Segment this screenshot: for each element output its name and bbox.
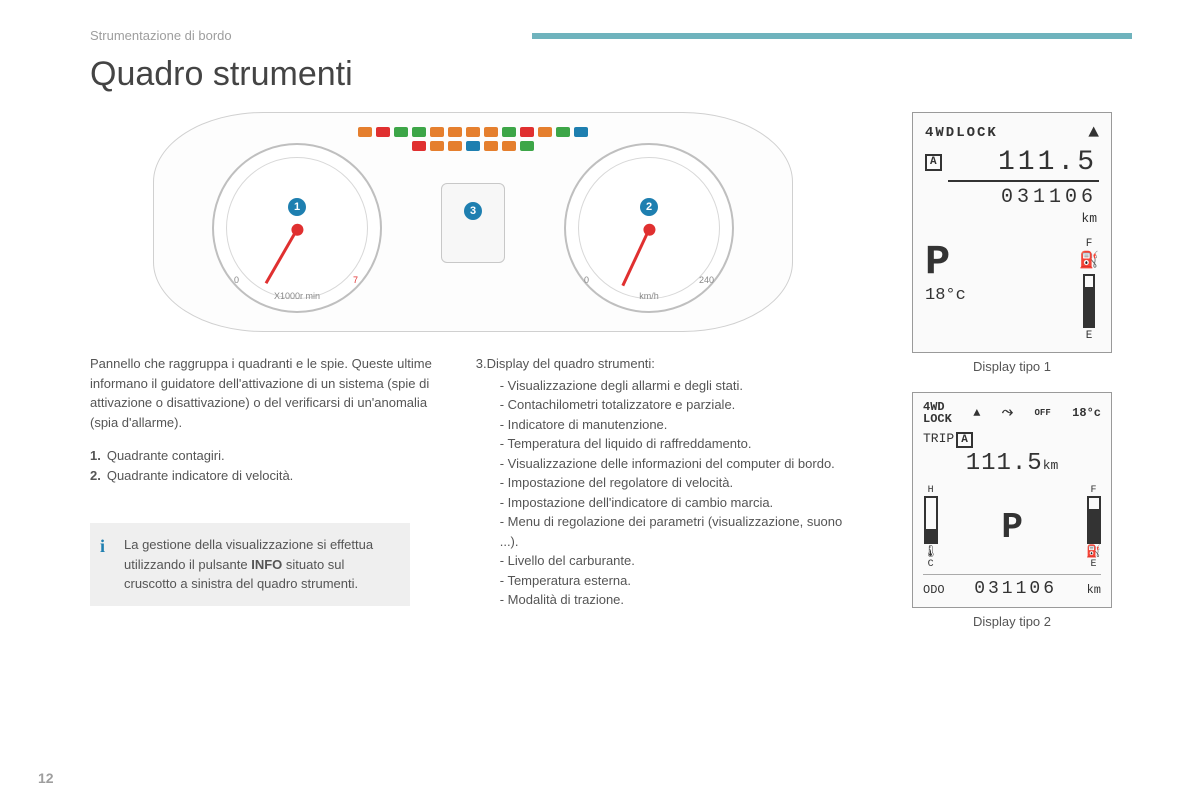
telltale-icon: [376, 127, 390, 137]
telltale-icon: [538, 127, 552, 137]
d2-coolant-c: C: [928, 559, 934, 570]
d1-trip-value: 111.5: [948, 143, 1099, 182]
d1-fuel-gauge: F ⛽ E: [1079, 238, 1099, 342]
telltale-icon: [412, 141, 426, 151]
sublist-item: Contachilometri totalizzatore e parziale…: [500, 395, 856, 415]
list-item-1: 1.Quadrante contagiri.: [90, 446, 436, 466]
sublist-item: Temperatura del liquido di raffreddament…: [500, 434, 856, 454]
center-info-panel: 3: [441, 183, 505, 263]
d2-trip-label: TRIP: [923, 431, 954, 446]
info-icon: i: [100, 533, 105, 560]
callout-marker-3: 3: [464, 202, 482, 220]
telltale-icon: [358, 127, 372, 137]
d2-odo-unit: km: [1087, 583, 1101, 597]
d1-fuel-f: F: [1086, 238, 1093, 250]
d1-trip-label: A: [925, 154, 942, 170]
sublist-item: Temperatura esterna.: [500, 571, 856, 591]
sublist-item: Livello del carburante.: [500, 551, 856, 571]
info-note-box: i La gestione della visualizzazione si e…: [90, 523, 410, 606]
telltale-icon: [448, 141, 462, 151]
tachometer-gauge: 1 0 7 X1000r min: [212, 143, 382, 313]
coolant-icon: 🌡: [923, 544, 938, 559]
tach-unit: X1000r min: [274, 291, 320, 301]
speed-tick-0: 0: [584, 275, 589, 285]
d2-trip-a: A: [956, 432, 973, 448]
list-item-2: 2.Quadrante indicatore di velocità.: [90, 466, 436, 486]
telltale-icon: [484, 127, 498, 137]
fuel-pump-icon: ⛽: [1086, 544, 1101, 559]
telltale-icon: [520, 141, 534, 151]
d2-gear: P: [1001, 507, 1023, 548]
sublist-item: Impostazione del regolatore di velocità.: [500, 473, 856, 493]
telltale-row: [358, 127, 588, 151]
telltale-icon: [466, 141, 480, 151]
d2-off-label: OFF: [1035, 408, 1051, 418]
callout-marker-1: 1: [288, 198, 306, 216]
callout-marker-2: 2: [640, 198, 658, 216]
tach-tick-7: 7: [353, 275, 358, 285]
d1-4wdlock-label: 4WDLOCK: [925, 125, 998, 141]
d2-fuel-f: F: [1091, 485, 1097, 496]
d1-gear: P: [925, 238, 966, 286]
display2-caption: Display tipo 2: [892, 614, 1132, 629]
list-item-3: 3. Display del quadro strumenti:: [476, 354, 856, 374]
telltale-icon: [466, 127, 480, 137]
sublist-item: Modalità di trazione.: [500, 590, 856, 610]
d2-trip-value: 111.5: [966, 450, 1043, 477]
telltale-icon: [502, 141, 516, 151]
instrument-cluster-illustration: 1 0 7 X1000r min 3 2 0 240 km/h: [153, 112, 793, 332]
display1-caption: Display tipo 1: [892, 359, 1132, 374]
display-type-1: 4WDLOCK ▲ A 111.5 031106 km P 18°c F: [912, 112, 1112, 353]
d2-odo-value: 031106: [974, 579, 1057, 599]
d2-fuel-e: E: [1091, 559, 1097, 570]
sublist-item: Impostazione dell'indicatore di cambio m…: [500, 493, 856, 513]
item3-sublist: Visualizzazione degli allarmi e degli st…: [500, 376, 856, 610]
d2-odo-label: ODO: [923, 583, 945, 597]
d2-fuel-gauge: F ⛽ E: [1086, 485, 1101, 570]
speed-tick-240: 240: [699, 275, 714, 285]
d2-4wdlock-label: 4WD LOCK: [923, 401, 952, 425]
sublist-item: Menu di regolazione dei parametri (visua…: [500, 512, 856, 551]
telltale-icon: [556, 127, 570, 137]
section-label: Strumentazione di bordo: [90, 28, 232, 43]
telltale-icon: [574, 127, 588, 137]
telltale-icon: [412, 127, 426, 137]
telltale-icon: [502, 127, 516, 137]
page-number: 12: [38, 770, 54, 786]
telltale-icon: [430, 127, 444, 137]
warning-triangle-icon: ▲: [1088, 123, 1099, 143]
d2-coolant-h: H: [928, 485, 934, 496]
telltale-icon: [448, 127, 462, 137]
warning-triangle-icon: ▲: [973, 406, 980, 420]
fuel-pump-icon: ⛽: [1079, 250, 1099, 270]
telltale-icon: [394, 127, 408, 137]
d1-unit: km: [925, 209, 1099, 232]
esc-off-icon: ⤳: [1002, 405, 1013, 421]
d1-odo-value: 031106: [925, 182, 1099, 209]
d1-fuel-e: E: [1086, 330, 1093, 342]
display-type-2: 4WD LOCK ▲ ⤳ OFF 18°c TRIPA 111.5km H: [912, 392, 1112, 608]
info-text-bold: INFO: [251, 557, 282, 572]
sublist-item: Indicatore di manutenzione.: [500, 415, 856, 435]
d1-temp: 18°c: [925, 286, 966, 305]
speedometer-gauge: 2 0 240 km/h: [564, 143, 734, 313]
sublist-item: Visualizzazione degli allarmi e degli st…: [500, 376, 856, 396]
header-accent-bar: [532, 33, 1132, 39]
speed-unit: km/h: [639, 291, 659, 301]
d2-coolant-gauge: H 🌡 C: [923, 485, 938, 570]
telltale-icon: [520, 127, 534, 137]
d2-temp: 18°c: [1072, 406, 1101, 420]
telltale-icon: [430, 141, 444, 151]
telltale-icon: [484, 141, 498, 151]
d2-trip-unit: km: [1043, 458, 1059, 473]
intro-paragraph: Pannello che raggruppa i quadranti e le …: [90, 354, 436, 432]
tach-tick-0: 0: [234, 275, 239, 285]
page-title: Quadro strumenti: [90, 55, 1132, 94]
sublist-item: Visualizzazione delle informazioni del c…: [500, 454, 856, 474]
